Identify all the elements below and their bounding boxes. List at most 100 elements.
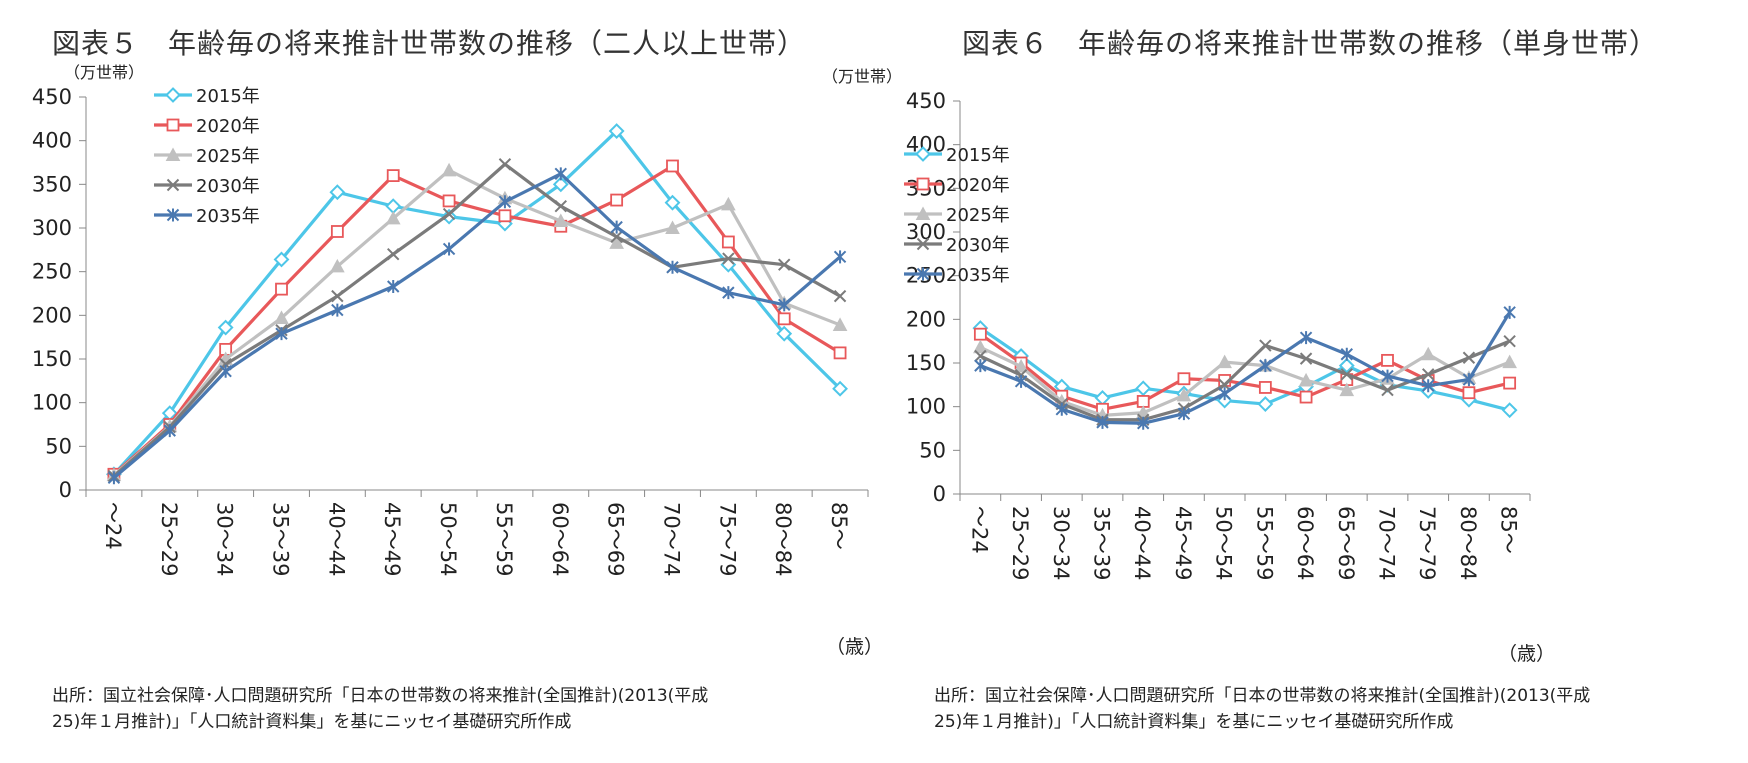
data-point (832, 380, 848, 397)
data-point (1137, 416, 1150, 430)
y-tick-label: 150 (906, 351, 946, 375)
y-tick-label: 300 (32, 216, 72, 240)
y-axis-unit-label: （万世帯） (64, 63, 144, 82)
data-point (1013, 358, 1029, 373)
data-point (833, 346, 847, 360)
x-tick-label: 80～84 (771, 502, 795, 576)
data-point (275, 327, 288, 341)
data-point (387, 247, 400, 261)
legend-item: 2015年 (154, 86, 260, 107)
data-point (498, 195, 512, 209)
series-line (112, 172, 842, 479)
legend-label: 2025年 (196, 146, 260, 167)
data-point (832, 317, 848, 331)
y-tick-label: 50 (919, 438, 946, 462)
data-point (1258, 381, 1272, 394)
x-tick-label: 75～79 (715, 502, 739, 576)
legend-label: 2025年 (946, 205, 1010, 226)
y-tick-label: 450 (906, 89, 946, 113)
data-point (107, 471, 121, 485)
source-line-1: 出所：国立社会保障･人口問題研究所「日本の世帯数の将来推計(全国推計)(2013… (934, 686, 1591, 706)
data-point (722, 286, 735, 300)
data-point (1014, 374, 1028, 388)
x-tick-label: 85～ (827, 502, 851, 550)
legend-item: 2035年 (904, 265, 1010, 286)
x-tick-label: 60～64 (548, 502, 572, 576)
x-tick-label: 35～39 (269, 502, 293, 576)
y-tick-label: 400 (32, 129, 72, 153)
y-tick-label: 100 (906, 395, 946, 419)
source-line-2: 25)年１月推計)」「人口統計資料集」を基にニッセイ基礎研究所作成 (934, 712, 1454, 732)
data-point (1177, 407, 1191, 421)
chart-plot-two-plus: （万世帯） 0 50 100 150 200 250 300 350 400 450 ～24 25～29… (32, 63, 883, 658)
y-tick-label: 250 (32, 260, 72, 284)
legend-marker (166, 118, 180, 132)
data-point (163, 424, 176, 438)
x-tick-label: 45～49 (1171, 506, 1195, 580)
data-point (974, 349, 987, 363)
legend-item: 2020年 (904, 175, 1010, 196)
data-point (330, 258, 345, 273)
y-tick-label: 200 (906, 307, 946, 331)
y-axis-unit-label: （万世帯） (822, 67, 902, 86)
data-point (1217, 354, 1232, 369)
data-point (1055, 402, 1068, 416)
data-point (973, 327, 987, 341)
data-point (219, 364, 232, 378)
data-point (1503, 334, 1516, 348)
x-tick-label: 70～74 (1375, 506, 1399, 580)
legend-item: 2015年 (904, 145, 1010, 166)
data-point (498, 158, 512, 171)
data-point (442, 194, 456, 208)
x-tick-label: 50～54 (436, 502, 460, 576)
data-point (1339, 382, 1355, 397)
data-point (385, 198, 402, 215)
data-point (721, 235, 735, 249)
data-point (552, 176, 569, 193)
legend-item: 2035年 (154, 206, 260, 227)
data-point (553, 213, 569, 228)
data-point (1502, 354, 1517, 369)
x-tick-label: 65～69 (1334, 506, 1358, 580)
x-tick-label: 70～74 (660, 502, 684, 576)
chart-title: 図表６ 年齢毎の将来推計世帯数の推移（単身世帯） (962, 27, 1659, 60)
y-tick-label: 150 (32, 347, 72, 371)
data-point (554, 199, 567, 213)
data-point (217, 319, 234, 336)
legend-label: 2035年 (946, 265, 1010, 286)
data-point (776, 325, 793, 342)
y-tick-label: 450 (32, 85, 72, 109)
data-point (275, 282, 288, 296)
data-point (441, 162, 457, 177)
data-point (1176, 387, 1192, 402)
y-tick-label: 0 (59, 478, 72, 502)
legend-label: 2020年 (196, 116, 260, 137)
series-line (979, 339, 1511, 422)
data-point (1299, 390, 1313, 404)
series-2025年 (106, 162, 848, 482)
data-point (330, 225, 344, 238)
x-tick-label: 40～44 (1130, 506, 1154, 580)
legend-item: 2020年 (154, 116, 260, 137)
data-point (666, 159, 679, 173)
data-point (778, 258, 791, 271)
data-point (1422, 379, 1435, 393)
data-point (608, 123, 625, 139)
data-point (1257, 396, 1274, 412)
data-point (1094, 390, 1111, 406)
y-tick-label: 50 (45, 434, 72, 458)
data-point (554, 167, 567, 181)
legend-marker (165, 147, 181, 161)
data-point (666, 260, 679, 274)
data-point (778, 298, 791, 312)
y-tick-label: 200 (32, 303, 72, 327)
x-tick-label: 50～54 (1212, 506, 1236, 580)
legend-marker (916, 267, 930, 281)
data-point (329, 184, 346, 201)
data-point (1177, 372, 1191, 386)
source-line-2: 25)年１月推計)」「人口統計資料集」を基にニッセイ基礎研究所作成 (52, 712, 572, 732)
data-point (722, 252, 735, 265)
data-point (1096, 415, 1109, 429)
legend-item: 2030年 (154, 176, 260, 197)
data-point (1503, 305, 1516, 319)
